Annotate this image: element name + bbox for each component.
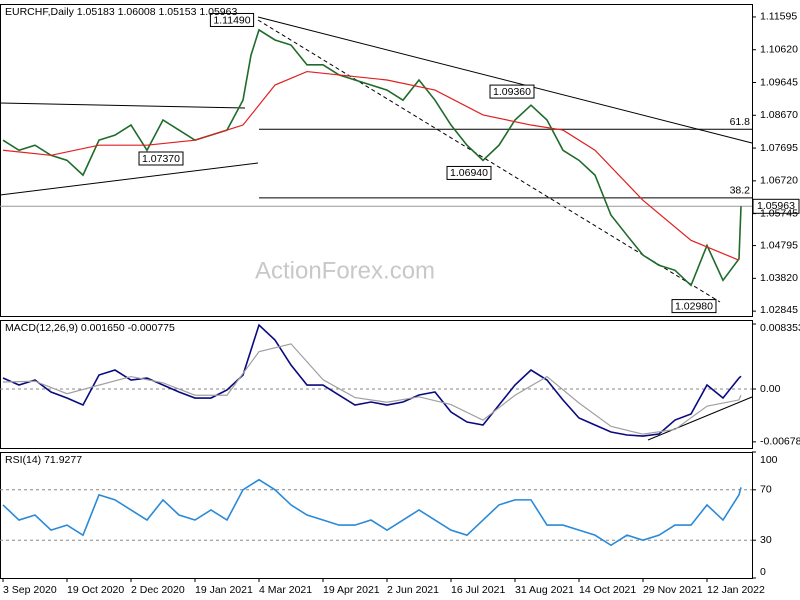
y-tick-label: 1.11595 (760, 11, 797, 23)
y-tick-label: 0.00 (760, 383, 781, 395)
x-tick-label: 19 Apr 2021 (323, 584, 380, 596)
trendline (647, 396, 753, 441)
annotation-box (138, 151, 184, 166)
series-line (2, 343, 742, 435)
y-tick-label: 1.08670 (760, 109, 798, 121)
panel-frame (0, 452, 753, 579)
x-tick-label: 4 Mar 2021 (259, 584, 312, 596)
annotation-box (489, 84, 535, 99)
fib-label: 61.8 (730, 116, 751, 128)
series-line (2, 323, 742, 437)
fib-label: 38.2 (730, 185, 751, 197)
annotation-label: 1.11490 (213, 14, 250, 26)
x-tick-label: 31 Aug 2021 (515, 584, 574, 596)
y-tick-label: 1.07695 (760, 142, 798, 154)
y-tick-label: 0 (760, 566, 766, 578)
y-tick-label: 100 (760, 454, 778, 466)
x-tick-label: 19 Jan 2021 (195, 584, 253, 596)
x-tick-label: 2 Jun 2021 (387, 584, 439, 596)
y-tick-label: 1.02845 (760, 304, 798, 316)
trendline (257, 16, 753, 144)
y-tick-label: -0.006788 (760, 436, 800, 448)
y-tick-label: 70 (760, 484, 772, 496)
panel-title: MACD(12,26,9) 0.001650 -0.000775 (5, 322, 175, 334)
annotation-label: 1.09360 (493, 86, 531, 98)
x-tick-label: 16 Jul 2021 (451, 584, 505, 596)
annotation-label: 1.06940 (450, 167, 488, 179)
annotation-box (209, 12, 255, 27)
trendline (0, 162, 259, 196)
y-tick-label: 1.04795 (760, 239, 798, 251)
annotation-label: 1.02980 (675, 300, 713, 312)
series-line (2, 28, 742, 287)
last-price-box (752, 198, 800, 214)
annotation-label: 1.07370 (142, 153, 180, 165)
series-line (2, 478, 742, 547)
y-tick-label: 0.008353 (760, 322, 800, 334)
y-tick-label: 1.03820 (760, 272, 798, 284)
x-tick-label: 3 Sep 2020 (3, 584, 57, 596)
annotation-box (671, 299, 717, 314)
trendline (0, 102, 246, 109)
x-tick-label: 19 Oct 2020 (67, 584, 124, 596)
x-tick-label: 2 Dec 2020 (131, 584, 185, 596)
y-tick-label: 1.05745 (760, 207, 798, 219)
annotation-box (446, 165, 492, 180)
y-tick-label: 30 (760, 534, 772, 546)
panel-title: RSI(14) 71.9277 (5, 454, 82, 466)
last-price-label: 1.05963 (757, 200, 795, 212)
series-line (2, 70, 740, 261)
panel-frame (0, 320, 753, 449)
x-tick-label: 29 Nov 2021 (643, 584, 703, 596)
x-tick-label: 14 Oct 2021 (579, 584, 636, 596)
panel-title: EURCHF,Daily 1.05183 1.06008 1.05153 1.0… (5, 6, 237, 18)
watermark: ActionForex.com (255, 257, 435, 284)
y-tick-label: 1.09645 (760, 76, 798, 88)
y-tick-label: 1.10620 (760, 44, 798, 56)
y-tick-label: 1.06720 (760, 175, 798, 187)
panel-frame (0, 4, 753, 317)
x-tick-label: 12 Jan 2022 (707, 584, 765, 596)
